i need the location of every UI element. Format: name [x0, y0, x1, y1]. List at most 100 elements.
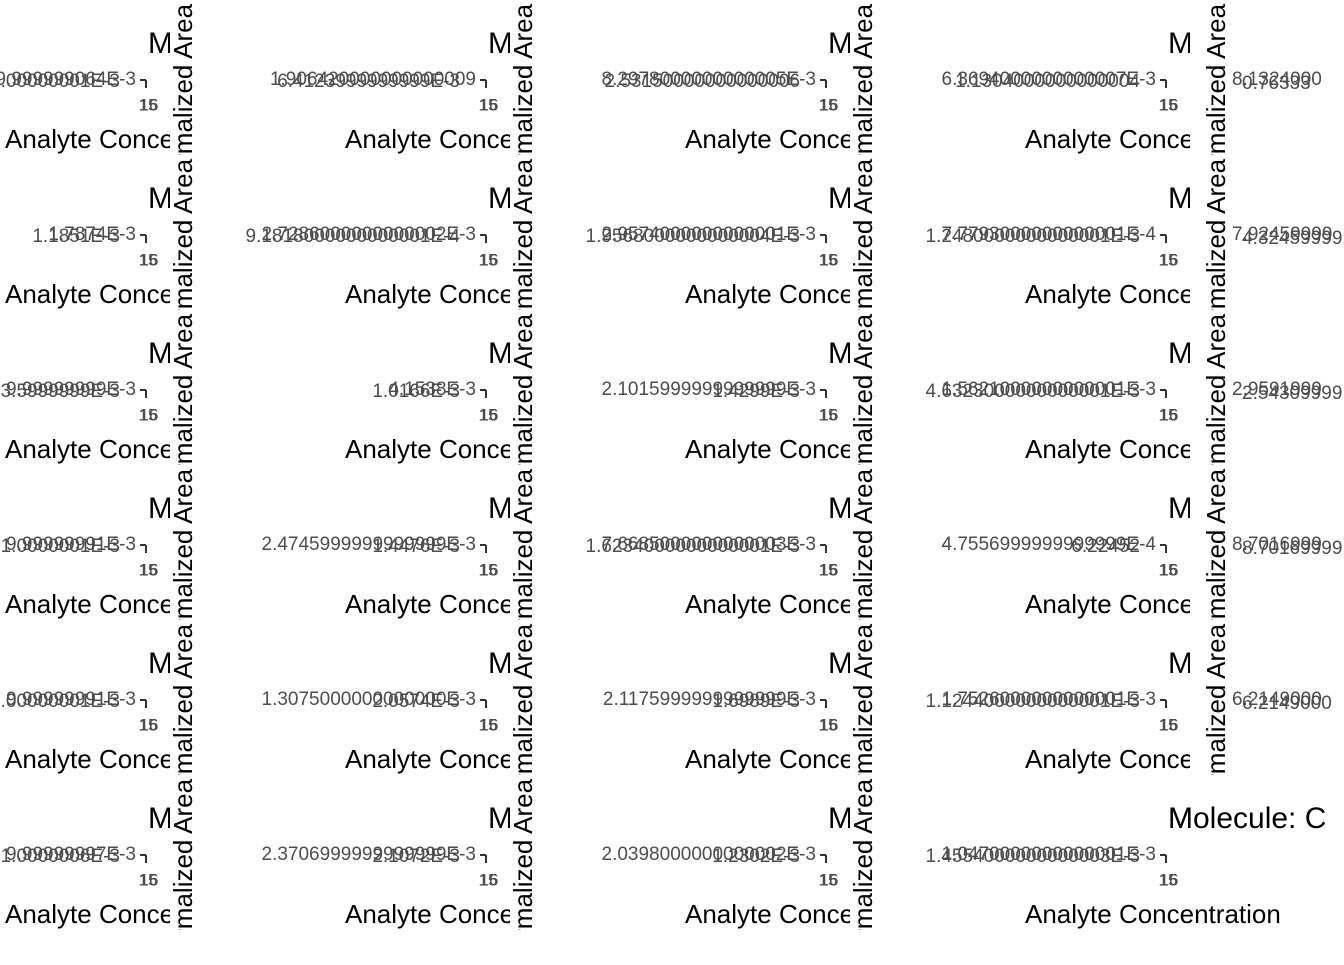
x-tick-label: 15: [139, 95, 158, 114]
y-tick-label: 1.00000001E-3: [0, 71, 120, 92]
panel-title: M: [828, 182, 853, 215]
panel-title: M: [148, 492, 173, 525]
y-tick-label: 1.0166E-3: [372, 381, 460, 402]
panel: Normalized Area M2.1175999999999999E-31.6…: [510, 623, 853, 775]
x-axis-label: Analyte Concentration: [1025, 744, 1281, 774]
panel-title: M: [828, 492, 853, 525]
y-tick-label: 9.99999991E-3: [6, 534, 136, 555]
x-tick-label: 15: [819, 870, 838, 889]
y-tick-label: 7.7793000000000001E-4: [942, 224, 1157, 245]
y-tick-label: 4.32459999: [1242, 228, 1342, 249]
panel: Normalized Area M 1.5621000000000001E-34.6…: [848, 313, 1190, 506]
panel: Normalized AreaM9.99999991E-31.0000001E-…: [1, 492, 173, 619]
y-tick-label: 8.2978000000000005E-3: [602, 69, 816, 90]
y-tick-label: 2.0574E-3: [372, 691, 460, 712]
x-tick-label: 16: [1160, 560, 1179, 579]
y-axis-label: Normalized Area: [508, 778, 538, 960]
panel-title: M: [148, 182, 173, 215]
x-tick-label: 15: [139, 560, 158, 579]
panel: Normalized AreaM1.7874E-31.1851E-31516An…: [5, 182, 261, 309]
panel: Normalized Area M2.0398000000000002E-31.2…: [508, 778, 850, 960]
panel: Normalized Area M1.3075000000000000E-32.0…: [168, 623, 510, 816]
y-axis-label: Normalized Area: [168, 623, 198, 816]
y-tick-label: 1.906420000000000009: [270, 69, 476, 90]
x-tick-label: 16: [1160, 870, 1179, 889]
panel-title: M: [488, 27, 513, 60]
x-tick-label: 15: [479, 870, 498, 889]
y-axis-label: Normalized Area: [508, 313, 538, 506]
panel: Normalized Area M2.1015999999999999E-31.4…: [508, 313, 941, 506]
y-tick-label: 6.2149000: [1232, 689, 1322, 710]
y-tick-label: 1.6234000000000001E-3: [586, 536, 800, 557]
x-tick-label: 16: [1160, 250, 1179, 269]
y-axis-label: Normalized Area: [1201, 313, 1231, 506]
y-tick-label: 1.0000006E-3: [1, 846, 120, 867]
x-tick-label: 16: [820, 95, 839, 114]
x-tick-label: 16: [820, 405, 839, 424]
x-tick-label: 16: [140, 250, 159, 269]
x-tick-label: 16: [820, 870, 839, 889]
y-tick-label: 4.6323000000000001E-3: [926, 381, 1140, 402]
y-axis-label: Normalized Area: [848, 623, 878, 816]
panel: Normalized AreaM9.999999064E-31.00000001…: [0, 27, 261, 154]
y-tick-label: 4.7556999999999999E-4: [942, 534, 1157, 555]
x-axis-label: Analyte Concentration: [5, 124, 261, 154]
x-tick-label: 16: [480, 560, 499, 579]
x-tick-label: 15: [479, 250, 498, 269]
y-tick-label: 1.00000001E-3: [0, 691, 120, 712]
y-tick-label: 9.99999991E-3: [6, 689, 136, 710]
y-tick-label: 6.22452: [1071, 536, 1140, 557]
panel-title: M: [828, 647, 853, 680]
y-tick-label: 1.2480000000000001E-3: [926, 226, 1140, 247]
x-tick-label: 16: [480, 250, 499, 269]
y-tick-label: 0.76333: [1242, 73, 1311, 94]
x-tick-label: 15: [139, 870, 158, 889]
x-axis-label: Analyte Concentration: [5, 899, 261, 929]
y-tick-label: 1.2302E-3: [712, 846, 800, 867]
x-axis-label: Analyte Concentration: [1025, 279, 1281, 309]
y-tick-label: 1.7526000000000001E-3: [942, 689, 1156, 710]
x-axis-label: Analyte Concentration: [5, 279, 261, 309]
y-tick-label: 2.9574000000000001E-3: [602, 224, 816, 245]
y-tick-label: 2.9591999: [1232, 379, 1322, 400]
x-tick-label: 15: [139, 715, 158, 734]
x-tick-label: 15: [479, 405, 498, 424]
y-axis-label: Normalized Area: [1201, 3, 1231, 196]
x-tick-label: 15: [139, 250, 158, 269]
panel: Normalized AreaM9.99999999E-33.5999999E-…: [1, 337, 261, 464]
y-axis-label: Normalized Area: [848, 313, 878, 506]
y-tick-label: 6.2149000: [1242, 693, 1332, 714]
x-tick-label: 15: [479, 715, 498, 734]
y-tick-label: 2.4745999999999999E-3: [262, 534, 476, 555]
x-axis-label: Analyte Concentration: [685, 434, 941, 464]
y-tick-label: 2.1175999999999999E-3: [603, 689, 816, 710]
x-tick-label: 16: [140, 95, 159, 114]
x-tick-label: 16: [1160, 405, 1179, 424]
y-axis-label: Normalized Area: [508, 158, 538, 351]
y-tick-label: 2.53150000000000006: [605, 71, 800, 92]
x-axis-label: Analyte Concentration: [345, 589, 601, 619]
x-tick-label: 15: [479, 560, 498, 579]
panel-title: M: [488, 337, 513, 370]
y-tick-label: 1.4554000000000003E-3: [926, 846, 1140, 867]
panel-title: M: [488, 802, 513, 835]
x-axis-label: Analyte Concentration: [345, 279, 601, 309]
y-tick-label: 2.0398000000000002E-3: [602, 844, 816, 865]
panel: Normalized AreaM9.99999991E-31.00000001E…: [0, 647, 170, 774]
x-axis-label: Analyte Concentration: [1025, 899, 1281, 929]
x-tick-label: 16: [480, 405, 499, 424]
x-axis-label: Analyte Concentration: [685, 124, 941, 154]
x-axis-label: Analyte Concentration: [345, 434, 601, 464]
y-tick-label: 8.70169999: [1242, 538, 1342, 559]
y-tick-label: 1.6989E-3: [712, 691, 800, 712]
x-tick-label: 16: [140, 715, 159, 734]
y-tick-label: 1.7874E-3: [48, 224, 136, 245]
x-axis-label: Analyte Concentration: [5, 434, 261, 464]
x-tick-label: 16: [820, 250, 839, 269]
y-tick-label: 9.999999064E-3: [0, 69, 136, 90]
panel-title: M: [1168, 182, 1193, 215]
